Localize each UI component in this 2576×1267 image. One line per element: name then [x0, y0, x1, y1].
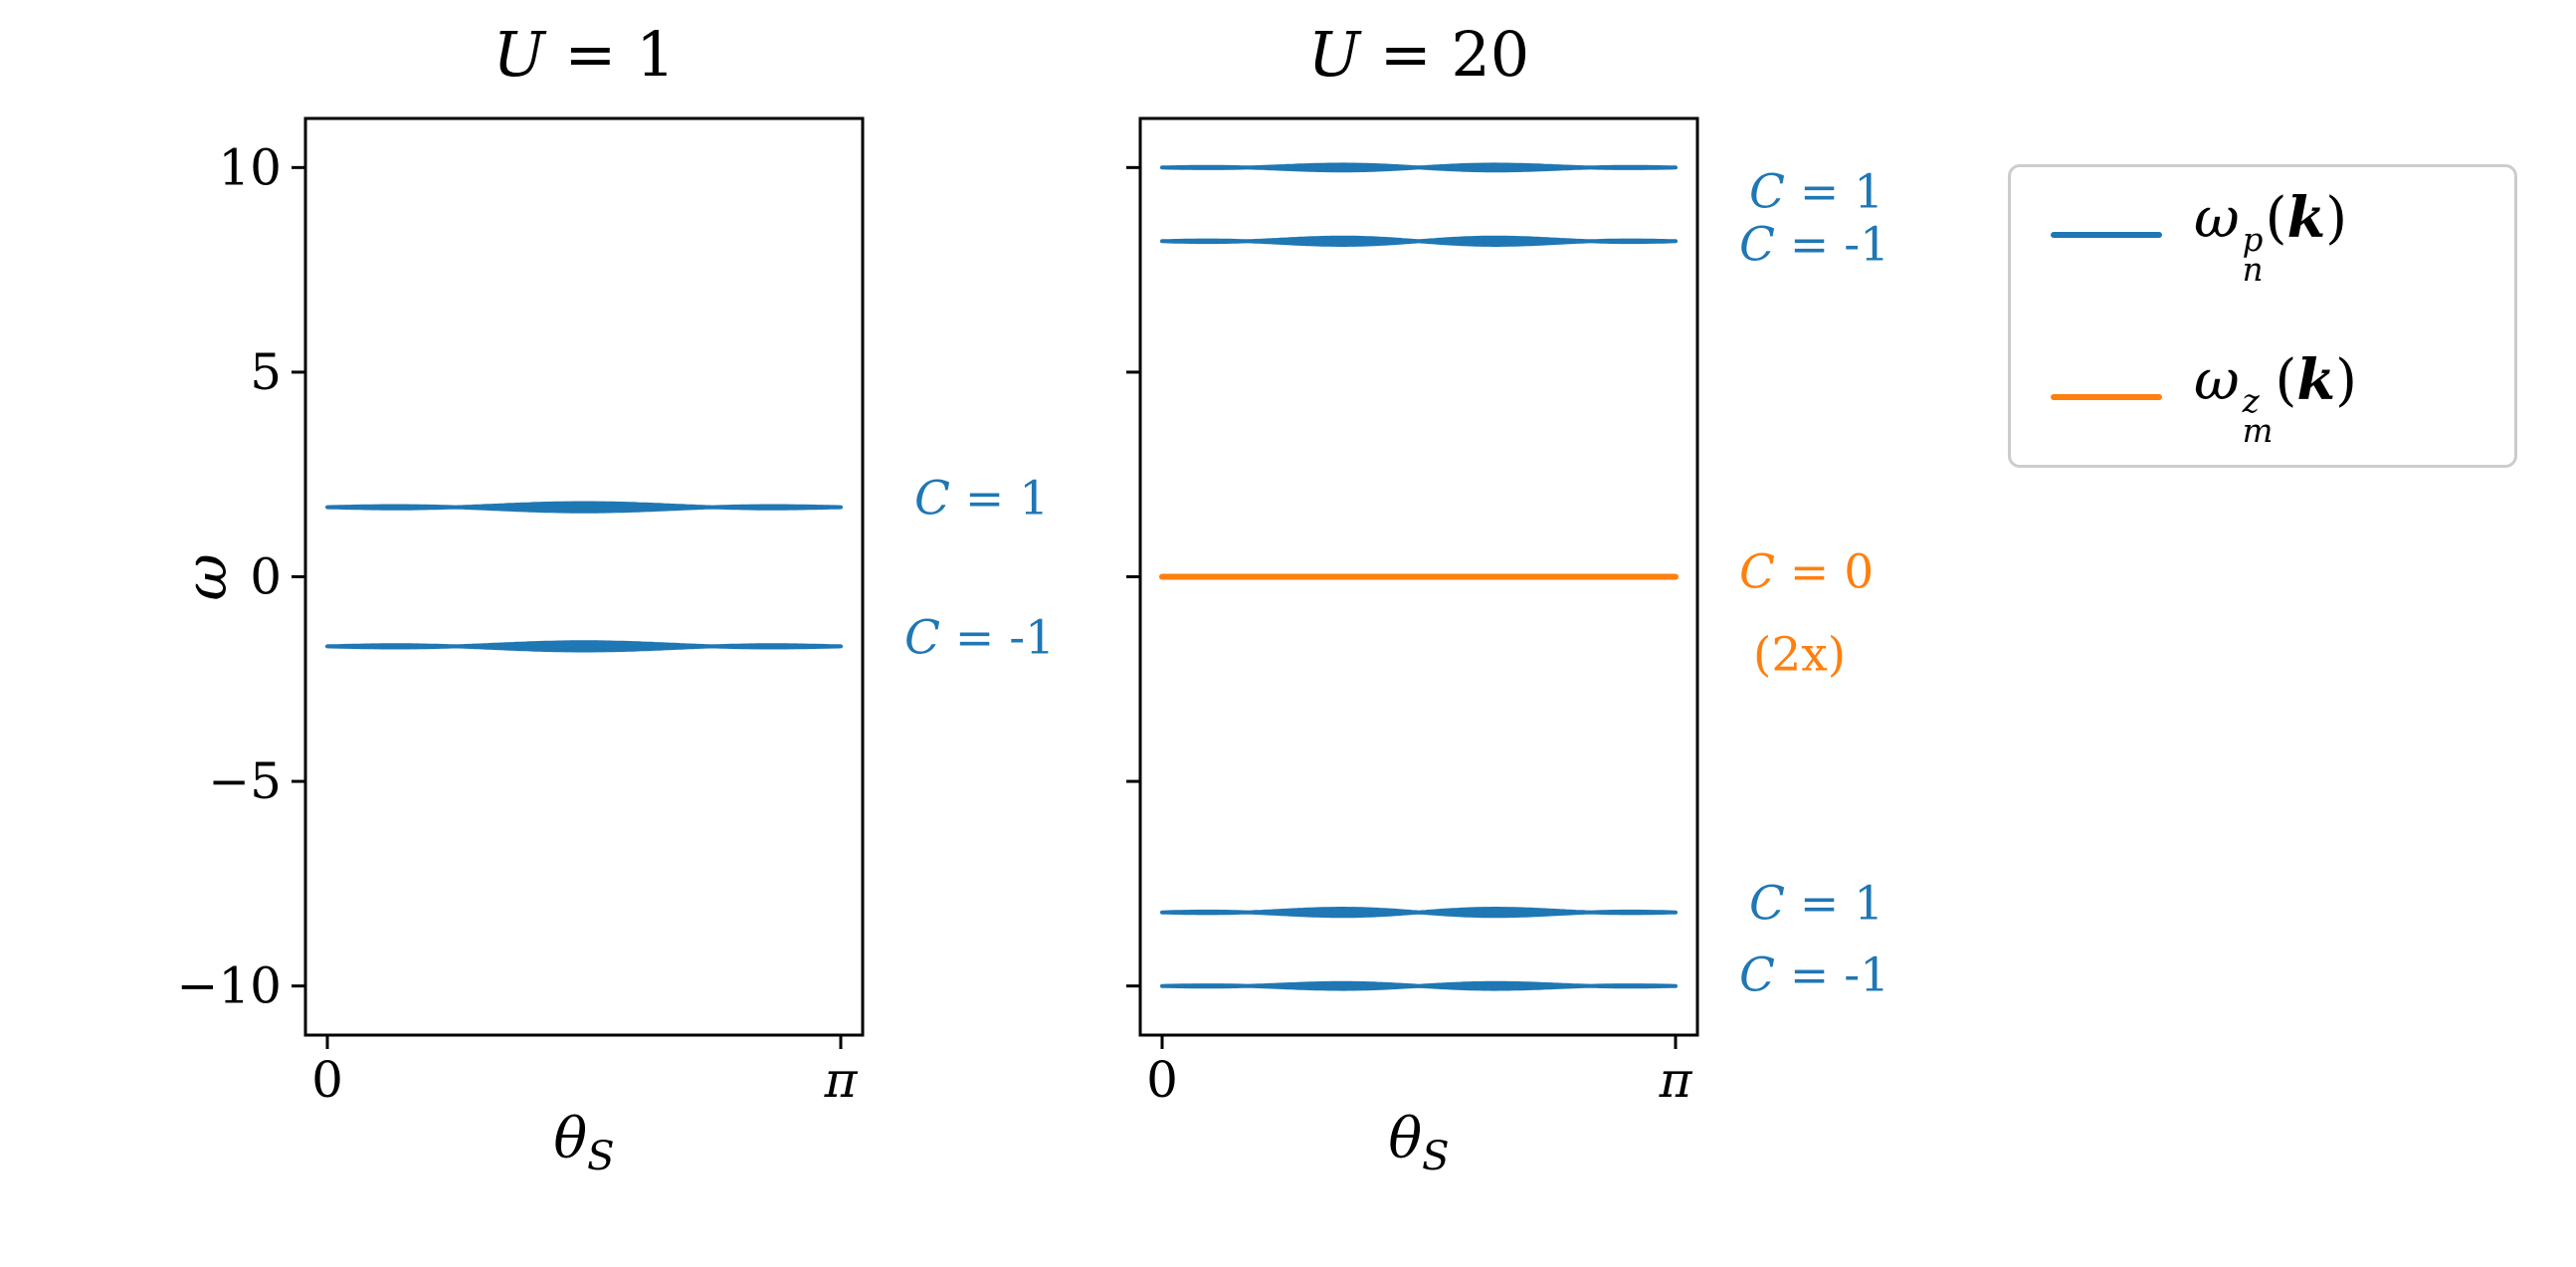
legend-line-blue — [2051, 232, 2162, 239]
theta-subscript: S — [1422, 1133, 1450, 1180]
legend-entry-magnon-band: ω p n (k) — [2051, 185, 2514, 289]
k-vector-symbol: k — [2296, 346, 2336, 413]
chern-symbol: C — [904, 610, 940, 666]
chern-value: = -1 — [939, 610, 1056, 666]
chern-value: = 1 — [1784, 164, 1884, 220]
x-tick-label: π — [1659, 1051, 1693, 1109]
chern-value: = -1 — [1774, 948, 1890, 1003]
x-axis-label-theta-left: θS — [305, 1107, 863, 1179]
band-omega_n_p — [1160, 235, 1678, 247]
legend-entry-zero-mode: ω z m (k) — [2051, 347, 2514, 447]
title-variable: U — [1307, 18, 1360, 91]
chern-number-annotation: C = -1 — [1739, 952, 1889, 999]
chern-number-annotation: C = -1 — [1739, 222, 1889, 269]
chern-symbol: C — [1739, 948, 1775, 1003]
chern-symbol: C — [1739, 544, 1775, 600]
band-omega_n_p — [325, 640, 843, 653]
band-omega_n_p — [1160, 980, 1678, 991]
panel-title-u20: U = 20 — [1140, 18, 1697, 91]
legend-line-orange — [2051, 393, 2162, 400]
panel-title-u1: U = 1 — [305, 18, 863, 91]
legend-label-magnon-band: ω p n (k) — [2194, 185, 2348, 289]
omega-symbol: ω — [2194, 186, 2240, 252]
chern-value: (2x) — [1753, 627, 1847, 683]
chern-symbol: C — [1739, 217, 1775, 273]
chern-value: = 1 — [949, 471, 1050, 527]
axes-box — [303, 116, 865, 1037]
band-omega_n_p — [325, 501, 843, 514]
chern-symbol: C — [1749, 164, 1785, 220]
superscript: p — [2242, 220, 2264, 259]
title-variable: U — [493, 18, 545, 91]
axes-panel-0: 10 5 0 −5 −10 0 π — [176, 116, 865, 1109]
subscript: n — [2242, 250, 2264, 289]
chern-number-annotation: C = 0 — [1739, 549, 1874, 596]
superscript: z — [2242, 382, 2260, 421]
x-axis-label-theta-right: θS — [1140, 1107, 1697, 1179]
title-value: = 1 — [544, 18, 676, 91]
theta-subscript: S — [587, 1133, 615, 1180]
y-tick-label: −5 — [208, 752, 282, 810]
chern-symbol: C — [1749, 876, 1785, 932]
band-omega_n_p — [1160, 162, 1678, 173]
chern-number-annotation: C = 1 — [914, 476, 1049, 523]
band-omega_n_p — [1160, 907, 1678, 919]
paren-close: ) — [2325, 186, 2348, 252]
x-tick-label: π — [824, 1051, 859, 1109]
chern-symbol: C — [914, 471, 950, 527]
legend: ω p n (k) ω z m (k) — [2008, 164, 2517, 468]
legend-label-zero-mode: ω z m (k) — [2194, 346, 2357, 451]
omega-symbol: ω — [2194, 347, 2240, 413]
y-tick-label: 0 — [250, 548, 282, 606]
chern-number-annotation: C = 1 — [1749, 881, 1883, 928]
theta-symbol: θ — [553, 1107, 588, 1171]
paren-open: ( — [2275, 347, 2297, 413]
omega-symbol: ω — [172, 552, 240, 601]
y-tick-label: −10 — [176, 957, 282, 1015]
x-tick-label: 0 — [1146, 1051, 1178, 1109]
title-value: = 20 — [1360, 18, 1530, 91]
y-tick-label: 5 — [250, 343, 282, 401]
chern-number-annotation: C = -1 — [904, 615, 1055, 662]
x-tick-label: 0 — [311, 1051, 343, 1109]
chern-value: = 1 — [1784, 876, 1884, 932]
chern-number-annotation: C = 1 — [1749, 169, 1883, 216]
theta-symbol: θ — [1388, 1107, 1423, 1171]
paren-open: ( — [2265, 186, 2287, 252]
y-axis-label-omega: ω — [172, 553, 240, 600]
subscript: m — [2242, 412, 2274, 451]
chern-value: = -1 — [1774, 217, 1890, 273]
chern-number-annotation: (2x) — [1753, 631, 1846, 678]
chern-value: = 0 — [1774, 544, 1875, 600]
y-tick-label: 10 — [218, 138, 282, 196]
paren-close: ) — [2335, 347, 2357, 413]
k-vector-symbol: k — [2286, 185, 2326, 252]
